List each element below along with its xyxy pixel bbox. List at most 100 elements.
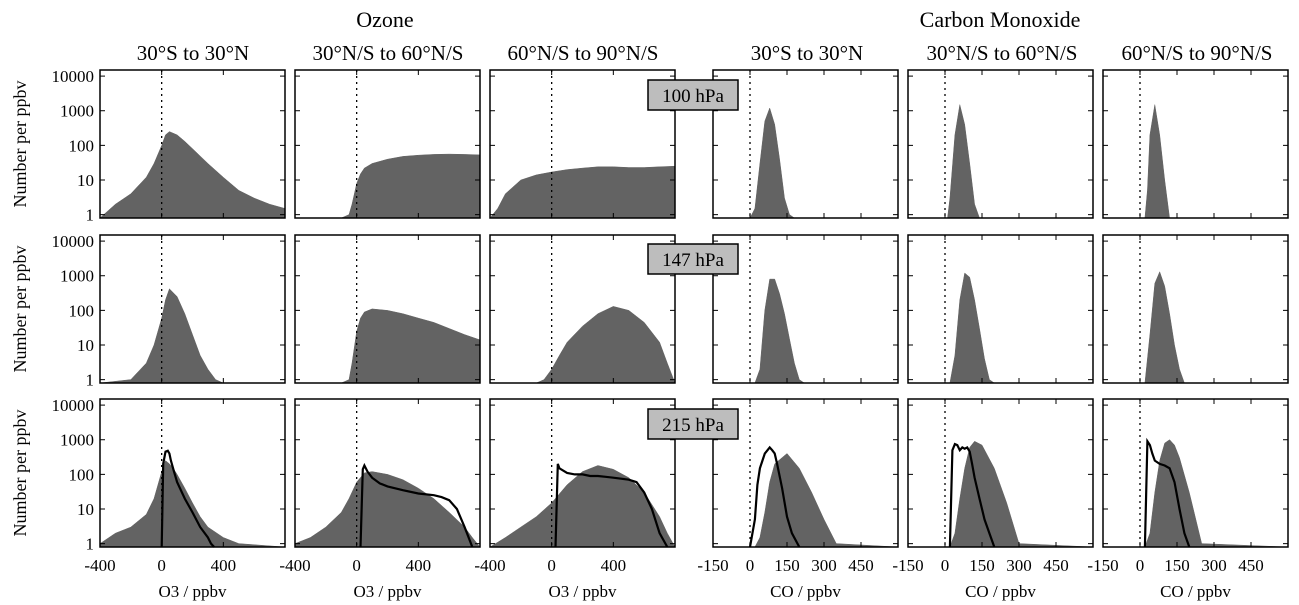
panel-co-c1-r3: -150 0 150 300 450 CO / ppbv [697, 398, 899, 601]
reference-line [948, 442, 996, 548]
panel-ozone-c2-r3: -400 0 400 O3 / ppbv [279, 398, 481, 601]
panel-ozone-c2-r1 [294, 69, 481, 219]
panel-ozone-c1-r2: 1 10 100 1000 10000 [52, 232, 286, 390]
panel-frame [907, 398, 1094, 548]
panel-co-c1-r1 [712, 69, 899, 219]
panel-frame [1102, 398, 1289, 548]
panel-co-c2-r1 [907, 69, 1094, 219]
y-tick-label: 10000 [52, 232, 95, 251]
panel-frame [99, 398, 286, 548]
panel-frame [294, 69, 481, 219]
y-tick-label: 100 [69, 301, 95, 320]
x-tick-label: 150 [1164, 556, 1190, 575]
histogram-area [295, 308, 481, 384]
column-title-ozone-tropics: 30°S to 30°N [137, 41, 249, 65]
column-title-ozone-midlat: 30°N/S to 60°N/S [313, 41, 464, 65]
x-tick-label: 300 [1006, 556, 1032, 575]
reference-line [554, 463, 669, 548]
x-axis-label: O3 / ppbv [159, 582, 228, 601]
column-title-co-midlat: 30°N/S to 60°N/S [927, 41, 1078, 65]
x-tick-label: -400 [474, 556, 505, 575]
histogram-area [1103, 271, 1288, 384]
pressure-label-100: 100 hPa [647, 79, 739, 111]
x-axis-label: O3 / ppbv [354, 582, 423, 601]
y-tick-label: 100 [69, 465, 95, 484]
panel-frame [489, 398, 676, 548]
x-axis-label: CO / ppbv [770, 582, 841, 601]
x-tick-label: 300 [811, 556, 837, 575]
x-axis-label: CO / ppbv [965, 582, 1036, 601]
histogram-area [99, 131, 286, 219]
y-tick-label: 10 [77, 500, 94, 519]
x-tick-label: 150 [774, 556, 800, 575]
reference-line [359, 462, 474, 548]
x-tick-label: -150 [697, 556, 728, 575]
y-tick-label: 10 [77, 171, 94, 190]
co-group-title: Carbon Monoxide [920, 7, 1081, 32]
panel-frame [489, 69, 676, 219]
histogram-area [295, 153, 481, 219]
panel-ozone-c3-r3: -400 0 400 O3 / ppbv [474, 398, 676, 601]
panel-frame [712, 398, 899, 548]
panel-frame [907, 69, 1094, 219]
x-tick-label: -150 [1087, 556, 1118, 575]
x-tick-label: 0 [547, 556, 556, 575]
histogram-area [713, 453, 899, 548]
reference-line [160, 449, 215, 548]
panel-frame [294, 234, 481, 384]
y-tick-label: 1 [86, 371, 95, 390]
pressure-label-100-text: 100 hPa [662, 86, 724, 107]
histogram-area [1103, 104, 1288, 219]
y-tick-label: 10 [77, 336, 94, 355]
x-tick-label: 0 [352, 556, 361, 575]
panel-frame [99, 234, 286, 384]
histogram-area [908, 272, 1093, 384]
panel-ozone-c1-r1: 1 10 100 1000 10000 [52, 67, 286, 225]
pressure-label-215-text: 215 hPa [662, 415, 724, 436]
y-axis-label: Number per ppbv [10, 81, 30, 208]
panel-co-c1-r2 [712, 234, 899, 384]
x-tick-label: 0 [746, 556, 755, 575]
panel-frame [712, 69, 899, 219]
x-tick-label: -400 [84, 556, 115, 575]
y-tick-label: 1 [86, 206, 95, 225]
x-tick-label: 450 [1043, 556, 1069, 575]
x-tick-label: 450 [1238, 556, 1264, 575]
y-axis-label: Number per ppbv [10, 410, 30, 537]
y-tick-label: 1000 [60, 267, 94, 286]
panel-frame [1102, 234, 1289, 384]
pressure-label-147: 147 hPa [647, 243, 739, 275]
y-tick-label: 1 [86, 535, 95, 554]
x-tick-label: 400 [211, 556, 237, 575]
histogram-area [713, 107, 898, 219]
panel-co-c3-r1 [1102, 69, 1289, 219]
pressure-label-147-text: 147 hPa [662, 250, 724, 271]
panel-frame [99, 69, 286, 219]
panel-frame [1102, 69, 1289, 219]
panel-frame [907, 234, 1094, 384]
y-tick-label: 1000 [60, 102, 94, 121]
histogram-area [489, 165, 676, 219]
panel-frame [294, 398, 481, 548]
histogram-area [294, 471, 481, 548]
histogram-area [908, 440, 1094, 548]
x-tick-label: 400 [406, 556, 432, 575]
reference-line [1143, 437, 1191, 548]
x-tick-label: 450 [848, 556, 874, 575]
y-tick-label: 1000 [60, 431, 94, 450]
y-tick-label: 10000 [52, 67, 95, 86]
x-tick-label: 0 [1136, 556, 1145, 575]
histogram-area [490, 306, 676, 384]
histogram-area [99, 288, 285, 384]
x-tick-label: 150 [969, 556, 995, 575]
histogram-area [713, 278, 898, 384]
x-tick-label: 300 [1201, 556, 1227, 575]
x-axis-label: O3 / ppbv [549, 582, 618, 601]
histogram-area [908, 104, 1093, 219]
ozone-group-title: Ozone [356, 7, 413, 32]
reference-line [748, 445, 801, 548]
column-title-co-tropics: 30°S to 30°N [751, 41, 863, 65]
panel-ozone-c2-r2 [294, 234, 481, 384]
y-tick-label: 100 [69, 136, 95, 155]
